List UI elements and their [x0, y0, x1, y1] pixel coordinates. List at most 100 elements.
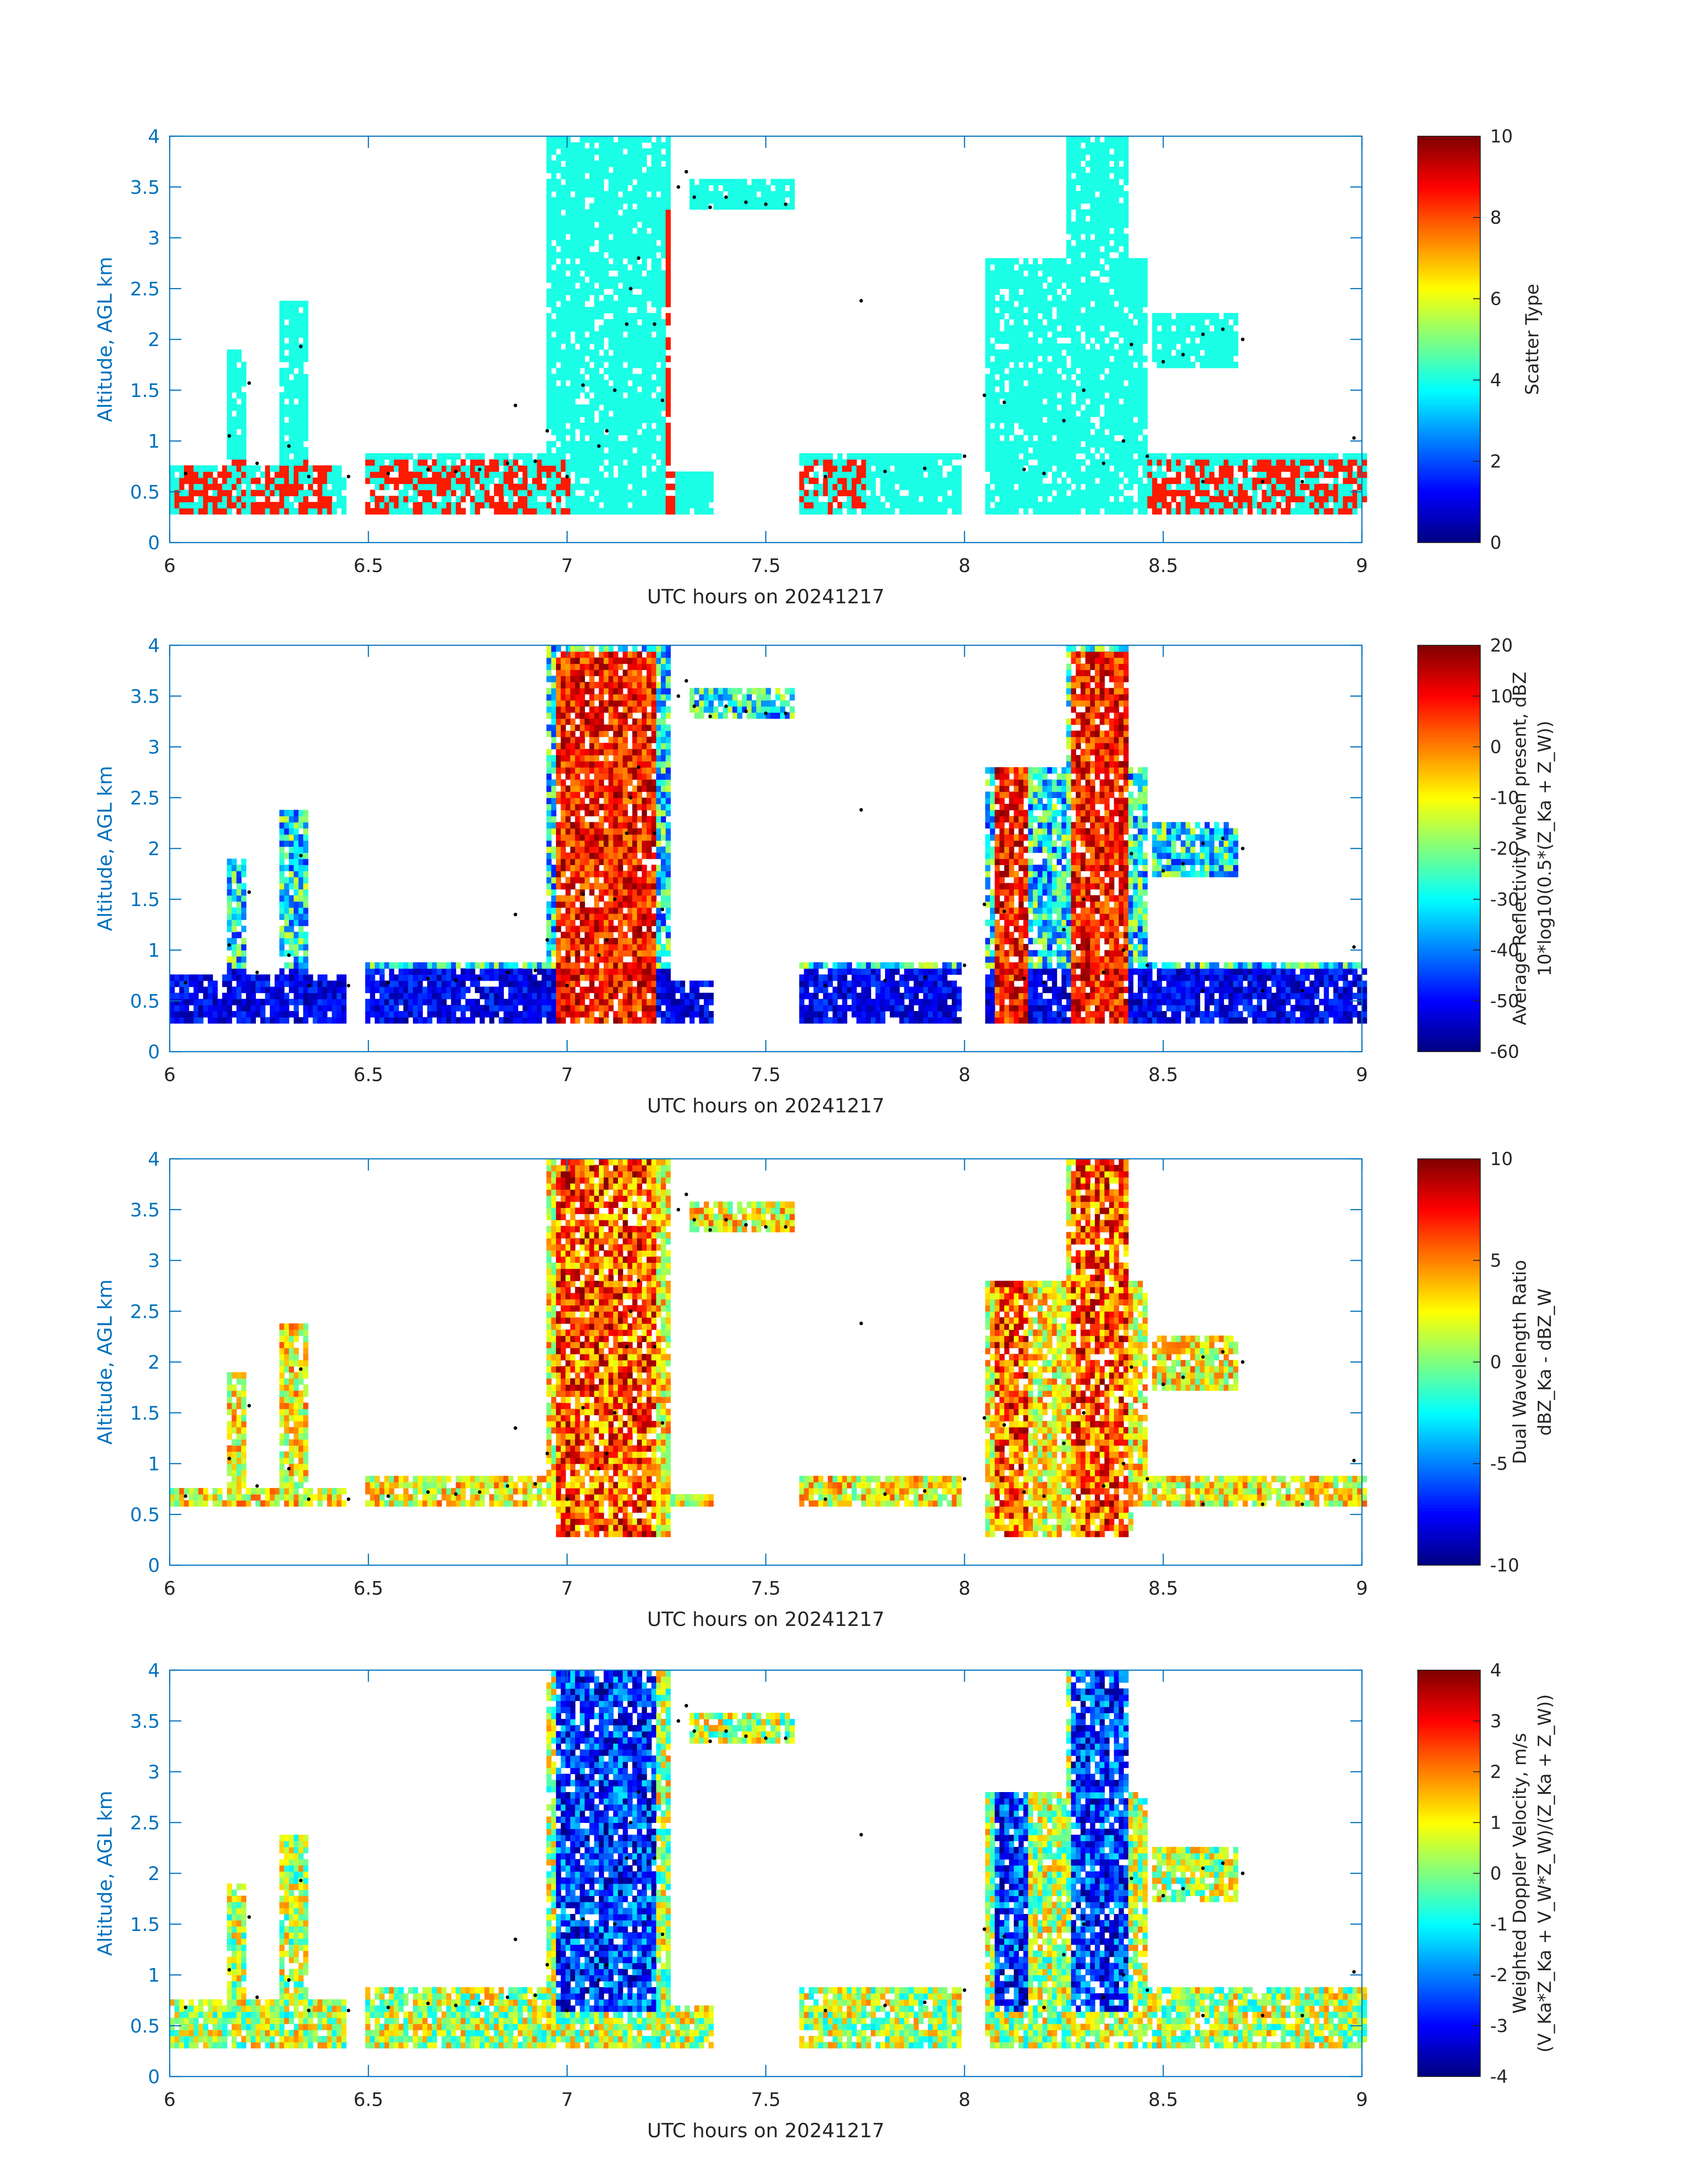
heatmap-cell [546, 392, 552, 399]
heatmap-cell [727, 185, 733, 192]
heatmap-cell [1076, 258, 1081, 265]
heatmap-cell [589, 142, 595, 149]
heatmap-cell [651, 471, 657, 478]
heatmap-cell [603, 154, 609, 161]
heatmap-cell [956, 496, 962, 502]
heatmap-cell [1171, 496, 1177, 502]
colorbar-swatch [1418, 422, 1480, 426]
overlay-point [1221, 327, 1225, 331]
heatmap-cell [813, 508, 819, 515]
heatmap-cell [885, 496, 890, 502]
overlay-point [533, 460, 537, 463]
heatmap-cell [599, 215, 604, 222]
heatmap-cell [871, 477, 876, 484]
heatmap-cell [1023, 404, 1029, 411]
heatmap-cell [708, 484, 714, 490]
heatmap-cell [179, 465, 184, 472]
heatmap-cell [546, 197, 552, 204]
colorbar-swatch [1418, 343, 1480, 346]
heatmap-cell [656, 484, 661, 490]
heatmap-cell [1094, 276, 1100, 283]
heatmap-cell [265, 508, 271, 515]
heatmap-cell [651, 319, 657, 326]
heatmap-cell [656, 380, 661, 387]
heatmap-cell [1047, 398, 1052, 405]
heatmap-cell [1004, 441, 1010, 447]
heatmap-cell [570, 313, 576, 320]
heatmap-cell [827, 502, 833, 509]
heatmap-cell [613, 349, 618, 356]
heatmap-cell [861, 453, 867, 460]
heatmap-cell [1052, 453, 1057, 460]
heatmap-cell [994, 484, 1000, 490]
heatmap-cell [1181, 343, 1186, 350]
heatmap-cell [1185, 465, 1191, 472]
heatmap-cell [560, 477, 566, 484]
heatmap-cell [484, 465, 490, 472]
heatmap-cell [1276, 484, 1282, 490]
heatmap-cell [1076, 288, 1081, 295]
heatmap-cell [1114, 355, 1119, 362]
heatmap-cell [231, 441, 237, 447]
heatmap-cell [656, 154, 661, 161]
heatmap-cell [994, 477, 1000, 484]
heatmap-cell [580, 197, 585, 204]
heatmap-cell [608, 471, 614, 478]
heatmap-cell [1080, 264, 1086, 271]
heatmap-cell [661, 502, 666, 509]
heatmap-cell [665, 167, 671, 173]
heatmap-cell [1128, 392, 1134, 399]
heatmap-cell [560, 392, 566, 399]
heatmap-cell [193, 508, 199, 515]
heatmap-cell [1276, 502, 1282, 509]
heatmap-cell [241, 489, 246, 497]
heatmap-cell [699, 489, 704, 497]
heatmap-cell [608, 343, 614, 350]
heatmap-cell [880, 465, 885, 472]
heatmap-cell [1338, 484, 1344, 490]
heatmap-cell [622, 368, 628, 375]
heatmap-cell [651, 477, 657, 484]
heatmap-cell [656, 270, 661, 277]
heatmap-cell [894, 459, 900, 466]
heatmap-cell [375, 477, 380, 484]
heatmap-cell [1109, 489, 1115, 497]
colorbar-swatch [1418, 409, 1480, 413]
heatmap-cell [565, 368, 571, 375]
heatmap-cell [665, 203, 671, 210]
heatmap-cell [737, 179, 743, 185]
heatmap-cell [1204, 502, 1210, 509]
heatmap-cell [589, 416, 595, 423]
heatmap-cell [231, 465, 237, 472]
heatmap-cell [1276, 471, 1282, 478]
heatmap-cell [871, 496, 876, 502]
heatmap-cell [1142, 276, 1148, 283]
heatmap-cell [570, 154, 576, 161]
heatmap-cell [1099, 172, 1105, 180]
heatmap-cell [1204, 355, 1210, 362]
heatmap-cell [1219, 362, 1224, 368]
heatmap-cell [1076, 313, 1081, 320]
heatmap-cell [174, 465, 180, 472]
heatmap-cell [632, 477, 638, 484]
heatmap-cell [642, 398, 647, 405]
heatmap-cell [789, 191, 795, 198]
heatmap-cell [1014, 471, 1019, 478]
heatmap-cell [1309, 502, 1315, 509]
heatmap-cell [608, 465, 614, 472]
heatmap-cell [603, 355, 609, 362]
heatmap-cell [546, 270, 552, 277]
heatmap-cell [599, 160, 604, 167]
heatmap-cell [1090, 313, 1095, 320]
heatmap-cell [1023, 496, 1029, 502]
heatmap-cell [852, 502, 857, 509]
heatmap-cell [651, 294, 657, 301]
heatmap-cell [761, 197, 766, 204]
heatmap-cell [1142, 313, 1148, 320]
heatmap-cell [570, 301, 576, 307]
heatmap-cell [551, 252, 556, 259]
heatmap-cell [570, 459, 576, 466]
heatmap-cell [651, 203, 657, 210]
heatmap-cell [1314, 471, 1320, 478]
heatmap-cell [289, 410, 294, 417]
